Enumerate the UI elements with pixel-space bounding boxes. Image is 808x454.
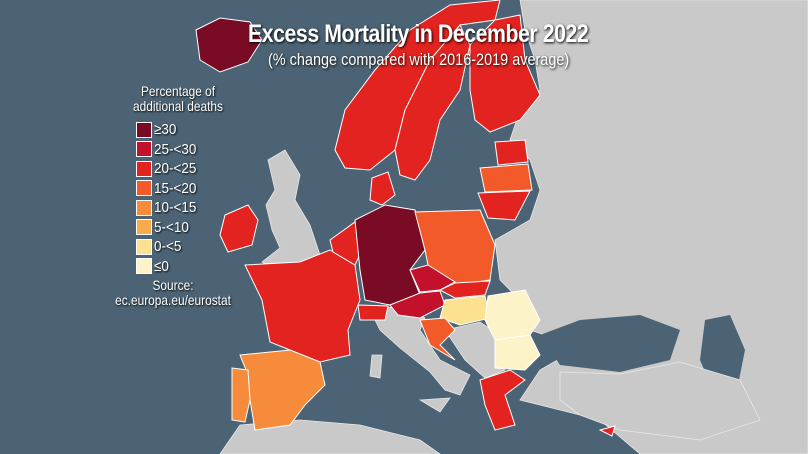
legend-item-label: 10-<15 (154, 199, 197, 217)
greece (479, 369, 526, 431)
switzerland (357, 304, 389, 321)
legend-item-label: 25-<30 (154, 140, 197, 158)
sicily-sardinia (369, 354, 451, 413)
legend-swatch (136, 160, 152, 177)
legend-swatch (136, 141, 152, 158)
legend-heading-2: additional deaths (133, 98, 223, 114)
lithuania (477, 190, 531, 221)
legend-item-label: ≥30 (154, 121, 177, 139)
cyprus (598, 425, 616, 437)
map-subtitle: (% change compared with 2016-2019 averag… (268, 50, 570, 69)
source-label: Source: (152, 277, 194, 293)
germany (354, 204, 426, 306)
map-title: Excess Mortality in December 2022 (248, 20, 589, 48)
legend-item: 10-<15 (136, 198, 248, 218)
denmark (369, 171, 396, 206)
legend-swatch (136, 199, 152, 216)
north-africa (219, 419, 441, 454)
ireland (219, 204, 259, 253)
turkey (559, 361, 761, 441)
legend-item: 20-<25 (136, 159, 248, 179)
source-url: ec.europa.eu/eurostat (115, 292, 231, 308)
slovakia (438, 280, 491, 299)
black-sea (540, 315, 680, 372)
legend-item: ≤0 (136, 257, 248, 277)
legend-item: 15-<20 (136, 179, 248, 199)
legend-item: 25-<30 (136, 140, 248, 160)
slovenia-croatia (419, 317, 456, 361)
france (244, 249, 361, 363)
legend-item: ≥30 (136, 120, 248, 140)
legend-swatch (136, 258, 152, 275)
finland (469, 14, 541, 133)
legend-swatch (136, 180, 152, 197)
legend-heading-1: Percentage of (140, 83, 216, 99)
western-balkans (444, 321, 506, 379)
latvia (479, 163, 533, 193)
sweden (394, 24, 471, 181)
legend-item: 5-<10 (136, 218, 248, 238)
portugal (231, 367, 251, 423)
legend-item: 0-<5 (136, 237, 248, 257)
legend-item-label: 15-<20 (154, 179, 197, 197)
legend-item-label: ≤0 (154, 257, 169, 275)
legend-swatch (136, 121, 152, 138)
legend: Percentage of additional deaths ≥30 25-<3… (115, 83, 248, 308)
legend-item-label: 20-<25 (154, 160, 197, 178)
hungary (439, 295, 491, 326)
spain (239, 349, 326, 431)
legend-item-label: 5-<10 (154, 218, 189, 236)
legend-swatch (136, 238, 152, 255)
bulgaria (494, 334, 541, 371)
legend-swatch (136, 219, 152, 236)
united-kingdom (261, 149, 321, 271)
legend-item-label: 0-<5 (154, 238, 182, 256)
iceland (195, 17, 263, 73)
estonia (494, 139, 529, 166)
